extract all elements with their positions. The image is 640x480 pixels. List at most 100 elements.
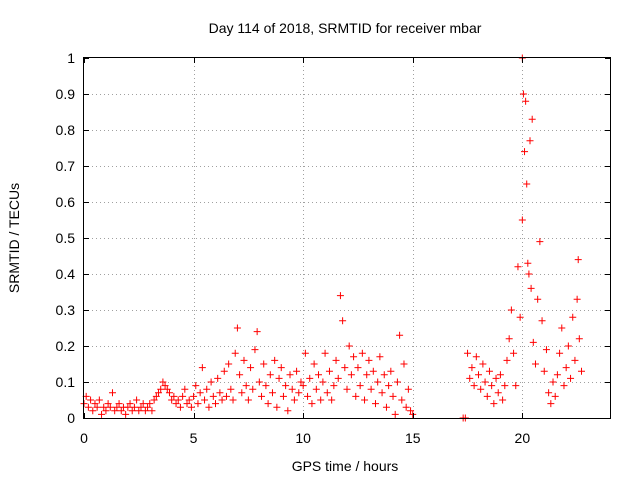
grid-lines — [84, 58, 610, 418]
data-point — [402, 403, 410, 411]
data-point — [409, 410, 417, 418]
data-point — [100, 403, 108, 411]
data-point — [98, 410, 106, 418]
data-point — [571, 356, 579, 364]
data-point — [400, 360, 408, 368]
data-point — [205, 403, 213, 411]
data-point — [488, 382, 496, 390]
data-point — [551, 392, 559, 400]
x-tick-label: 10 — [295, 430, 311, 446]
data-point — [133, 396, 141, 404]
y-tick-labels: 0 0.1 0.2 0.3 0.4 0.5 0.6 0.7 0.8 0.9 1 — [56, 50, 76, 426]
data-point — [510, 349, 518, 357]
data-point — [339, 317, 347, 325]
data-point — [198, 364, 206, 372]
data-point — [524, 259, 532, 267]
data-point — [567, 374, 575, 382]
data-point — [284, 407, 292, 415]
y-tick-label: 0.2 — [56, 338, 76, 354]
data-point — [398, 396, 406, 404]
data-point — [519, 90, 527, 98]
data-point — [220, 367, 228, 375]
data-point — [130, 403, 138, 411]
data-point — [144, 403, 152, 411]
data-point — [253, 328, 261, 336]
axis-ticks — [84, 58, 610, 419]
data-point — [485, 367, 493, 375]
y-tick-label: 0.6 — [56, 194, 76, 210]
data-point — [545, 389, 553, 397]
data-point — [247, 364, 255, 372]
data-point — [479, 360, 487, 368]
data-point — [308, 400, 316, 408]
data-point — [396, 331, 404, 339]
data-point — [523, 180, 531, 188]
data-point — [317, 396, 325, 404]
x-tick-label: 20 — [515, 430, 531, 446]
data-point — [126, 400, 134, 408]
data-point — [332, 356, 340, 364]
data-point — [268, 389, 276, 397]
data-point — [122, 410, 130, 418]
data-point — [190, 392, 198, 400]
data-point — [181, 385, 189, 393]
data-point — [319, 378, 327, 386]
data-point — [104, 400, 112, 408]
data-point — [490, 400, 498, 408]
data-point — [352, 392, 360, 400]
data-point — [371, 400, 379, 408]
data-point — [89, 407, 97, 415]
data-point — [286, 371, 294, 379]
data-point — [573, 295, 581, 303]
data-point — [176, 403, 184, 411]
data-point — [135, 407, 143, 415]
data-point — [229, 396, 237, 404]
data-point — [365, 356, 373, 364]
y-tick-label: 0.7 — [56, 158, 76, 174]
data-point — [218, 396, 226, 404]
data-point — [201, 396, 209, 404]
data-point — [321, 349, 329, 357]
data-point — [315, 371, 323, 379]
data-point — [216, 389, 224, 397]
data-point — [578, 367, 586, 375]
data-point — [225, 360, 233, 368]
data-point — [290, 396, 298, 404]
data-point — [562, 364, 570, 372]
data-point — [203, 385, 211, 393]
y-tick-label: 0.1 — [56, 374, 76, 390]
data-points — [80, 54, 586, 422]
data-point — [547, 400, 555, 408]
data-point — [95, 396, 103, 404]
data-point — [325, 367, 333, 375]
data-point — [468, 364, 476, 372]
data-point — [334, 374, 342, 382]
data-point — [310, 360, 318, 368]
data-point — [387, 367, 395, 375]
data-point — [336, 292, 344, 300]
data-point — [475, 371, 482, 379]
data-point — [558, 324, 566, 332]
data-point — [264, 400, 272, 408]
data-point — [499, 396, 507, 404]
data-point — [512, 382, 520, 390]
data-point — [113, 403, 121, 411]
data-point — [470, 382, 478, 390]
x-tick-label: 5 — [190, 430, 198, 446]
data-point — [255, 378, 263, 386]
chart-title: Day 114 of 2018, SRMTID for receiver mba… — [209, 20, 482, 36]
y-tick-label: 0.4 — [56, 266, 76, 282]
data-point — [183, 400, 191, 408]
data-point — [574, 256, 582, 264]
data-point — [389, 392, 397, 400]
data-point — [288, 385, 296, 393]
data-point — [106, 403, 114, 411]
data-point — [179, 392, 187, 400]
data-point — [148, 407, 156, 415]
data-point — [569, 313, 577, 321]
data-point — [376, 353, 384, 361]
data-point — [481, 378, 489, 386]
data-point — [492, 374, 500, 382]
data-point — [542, 346, 550, 354]
